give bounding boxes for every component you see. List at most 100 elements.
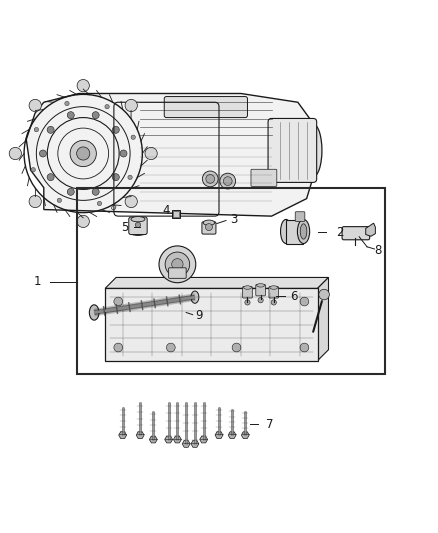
Circle shape xyxy=(223,177,232,185)
Polygon shape xyxy=(366,223,375,236)
FancyBboxPatch shape xyxy=(129,217,147,235)
Ellipse shape xyxy=(131,216,145,222)
Circle shape xyxy=(77,215,89,228)
Circle shape xyxy=(202,171,218,187)
Bar xyxy=(105,288,318,361)
Circle shape xyxy=(114,343,123,352)
FancyBboxPatch shape xyxy=(268,118,317,182)
Circle shape xyxy=(57,198,62,203)
Circle shape xyxy=(319,289,329,300)
Circle shape xyxy=(131,135,135,140)
Text: 2: 2 xyxy=(336,226,343,239)
Text: 4: 4 xyxy=(162,204,170,217)
Bar xyxy=(286,220,303,244)
Circle shape xyxy=(39,150,46,157)
Polygon shape xyxy=(182,440,190,447)
Circle shape xyxy=(65,101,69,106)
Text: O: O xyxy=(111,205,117,211)
FancyBboxPatch shape xyxy=(256,285,265,296)
Circle shape xyxy=(47,126,54,133)
Circle shape xyxy=(125,196,138,208)
Polygon shape xyxy=(200,436,208,443)
Circle shape xyxy=(159,246,196,282)
FancyBboxPatch shape xyxy=(243,287,252,298)
Ellipse shape xyxy=(304,124,322,177)
Circle shape xyxy=(67,188,74,195)
Circle shape xyxy=(125,99,138,111)
Circle shape xyxy=(92,112,99,119)
Polygon shape xyxy=(165,436,173,443)
Circle shape xyxy=(128,175,132,180)
Polygon shape xyxy=(241,432,249,439)
Text: 7: 7 xyxy=(265,418,273,431)
Circle shape xyxy=(9,147,21,159)
FancyBboxPatch shape xyxy=(269,287,279,298)
Circle shape xyxy=(47,174,54,181)
Circle shape xyxy=(34,127,39,132)
Circle shape xyxy=(206,174,215,183)
Polygon shape xyxy=(173,436,181,443)
Circle shape xyxy=(120,150,127,157)
Circle shape xyxy=(220,173,236,189)
Circle shape xyxy=(271,300,276,305)
Circle shape xyxy=(70,140,96,167)
Circle shape xyxy=(77,79,89,92)
Bar xyxy=(172,209,180,219)
Circle shape xyxy=(300,343,309,352)
Circle shape xyxy=(135,222,141,228)
Circle shape xyxy=(31,167,35,172)
Circle shape xyxy=(92,188,99,195)
Polygon shape xyxy=(119,432,127,439)
Circle shape xyxy=(112,126,119,133)
Circle shape xyxy=(232,343,241,352)
Text: 6: 6 xyxy=(290,290,297,303)
Polygon shape xyxy=(215,432,223,439)
Text: 8: 8 xyxy=(374,244,381,257)
FancyBboxPatch shape xyxy=(164,96,247,118)
Ellipse shape xyxy=(203,220,215,225)
Circle shape xyxy=(112,174,119,181)
Text: 3: 3 xyxy=(231,213,238,225)
Bar xyxy=(77,188,385,374)
Polygon shape xyxy=(136,432,144,439)
FancyBboxPatch shape xyxy=(342,227,370,240)
Circle shape xyxy=(165,252,190,277)
Polygon shape xyxy=(228,432,236,439)
Text: 5: 5 xyxy=(121,221,128,233)
Ellipse shape xyxy=(297,220,310,244)
Ellipse shape xyxy=(244,286,251,289)
Circle shape xyxy=(205,223,212,231)
Circle shape xyxy=(245,300,250,305)
Text: 9: 9 xyxy=(195,309,203,322)
Ellipse shape xyxy=(130,229,146,236)
Text: 1: 1 xyxy=(33,276,41,288)
Circle shape xyxy=(172,259,183,270)
FancyBboxPatch shape xyxy=(202,222,216,234)
Circle shape xyxy=(145,147,157,159)
Polygon shape xyxy=(318,278,328,361)
Circle shape xyxy=(105,104,109,109)
Polygon shape xyxy=(191,440,199,447)
FancyBboxPatch shape xyxy=(295,212,305,221)
Circle shape xyxy=(114,297,123,306)
Bar xyxy=(173,211,179,217)
Polygon shape xyxy=(26,93,315,216)
Circle shape xyxy=(97,201,102,206)
FancyBboxPatch shape xyxy=(169,268,186,278)
Ellipse shape xyxy=(280,220,292,244)
Ellipse shape xyxy=(191,291,199,303)
Ellipse shape xyxy=(270,286,278,289)
Circle shape xyxy=(258,297,263,303)
Polygon shape xyxy=(105,278,328,288)
Circle shape xyxy=(166,343,175,352)
Circle shape xyxy=(77,147,90,160)
Circle shape xyxy=(67,112,74,119)
FancyBboxPatch shape xyxy=(251,169,277,187)
Circle shape xyxy=(300,297,309,306)
Circle shape xyxy=(29,196,41,208)
Ellipse shape xyxy=(257,284,265,287)
Ellipse shape xyxy=(89,305,99,320)
Ellipse shape xyxy=(300,224,307,239)
Polygon shape xyxy=(149,436,157,443)
Circle shape xyxy=(29,99,41,111)
